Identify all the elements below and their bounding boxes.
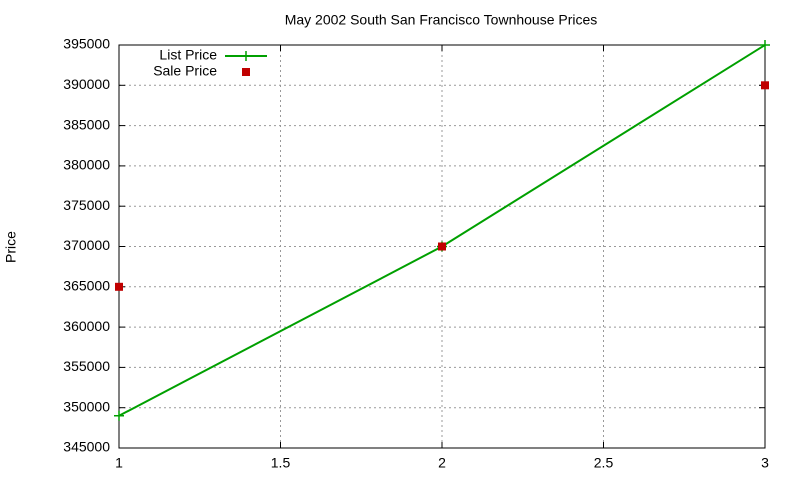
point-marker: [115, 282, 123, 291]
legend-label: List Price: [159, 47, 217, 63]
y-axis-label: Price: [3, 231, 19, 263]
y-tick-label: 345000: [63, 439, 110, 455]
plot-frame: [118, 44, 766, 449]
x-tick-label: 1.5: [271, 455, 291, 471]
legend-label: Sale Price: [153, 63, 217, 79]
y-tick-label: 375000: [63, 197, 110, 213]
y-tick-label: 360000: [63, 318, 110, 334]
legend-swatch: [241, 51, 251, 61]
y-tick-label: 380000: [63, 157, 110, 173]
y-tick-label: 350000: [63, 398, 110, 414]
x-tick-label: 1: [115, 455, 123, 471]
point-marker: [761, 81, 769, 90]
y-tick-label: 385000: [63, 116, 110, 132]
point-marker: [760, 40, 770, 50]
y-tick-label: 355000: [63, 358, 110, 374]
chart-title: May 2002 South San Francisco Townhouse P…: [285, 12, 598, 28]
y-tick-label: 365000: [63, 278, 110, 294]
x-tick-label: 2.5: [594, 455, 614, 471]
y-tick-label: 370000: [63, 237, 110, 253]
point-marker: [114, 410, 124, 421]
x-tick-label: 2: [438, 455, 446, 471]
y-tick-label: 395000: [63, 36, 110, 52]
legend-swatch: [242, 68, 250, 76]
x-tick-label: 3: [761, 455, 769, 471]
point-marker: [438, 242, 446, 251]
y-tick-label: 390000: [63, 76, 110, 92]
